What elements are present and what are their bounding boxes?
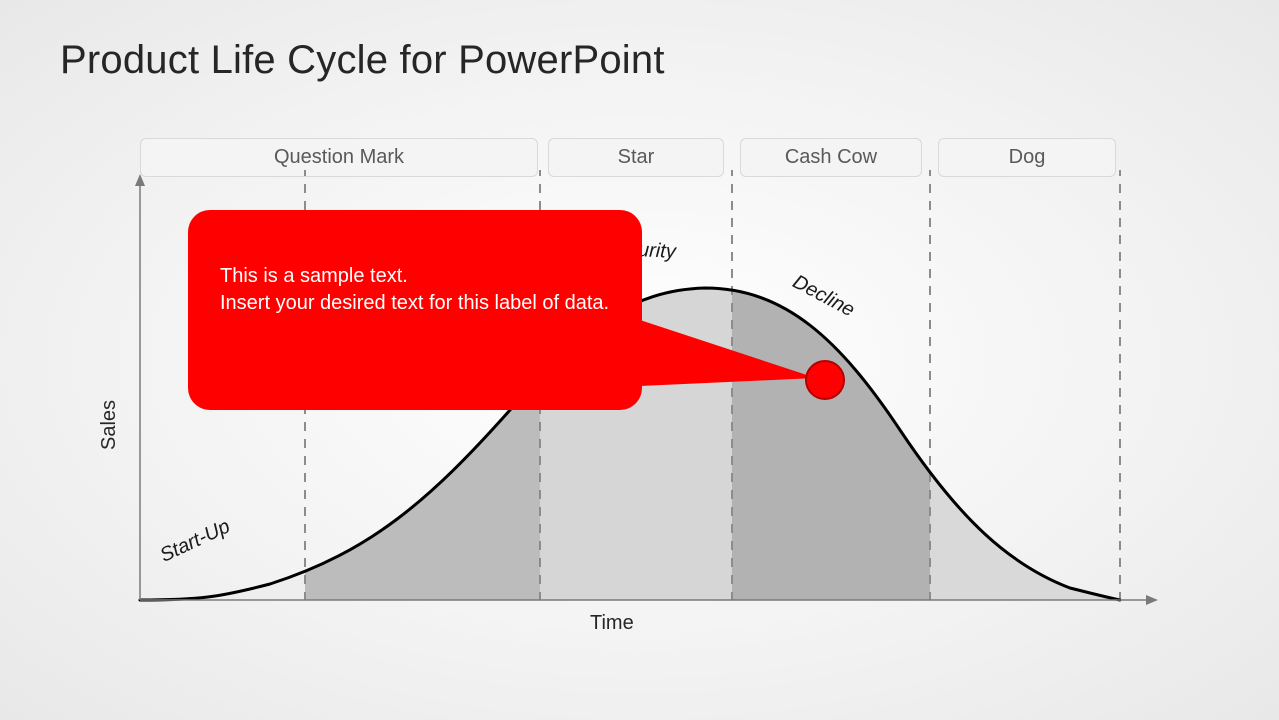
chart-container: Question MarkStarCash CowDog Sales Time … — [110, 170, 1160, 640]
slide-title: Product Life Cycle for PowerPoint — [60, 38, 665, 83]
x-axis-label: Time — [590, 612, 634, 635]
stage-label: urity — [637, 239, 676, 264]
callout-text: This is a sample text. Insert your desir… — [220, 265, 609, 314]
highlight-marker — [805, 360, 845, 400]
callout-box: This is a sample text. Insert your desir… — [188, 210, 642, 410]
y-axis-label: Sales — [98, 400, 121, 450]
